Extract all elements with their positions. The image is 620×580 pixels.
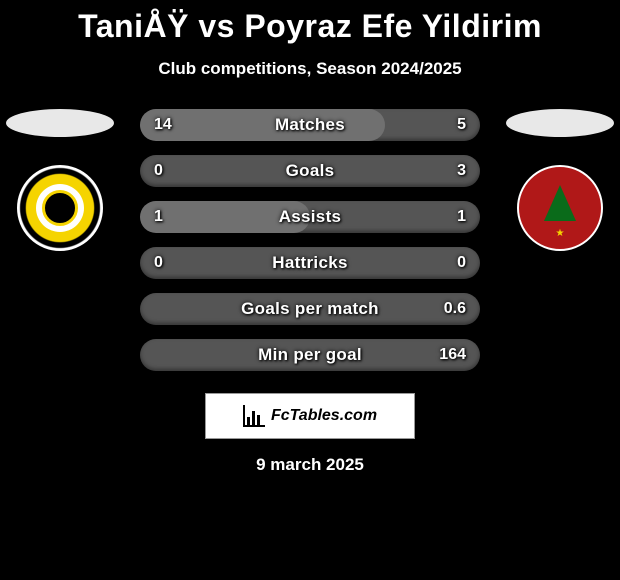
stat-row: Min per goal164 xyxy=(140,339,480,371)
stat-label: Hattricks xyxy=(140,247,480,279)
stat-label: Goals per match xyxy=(140,293,480,325)
stat-row: Goals per match0.6 xyxy=(140,293,480,325)
player-right-column xyxy=(500,109,620,251)
stat-row: 0Goals3 xyxy=(140,155,480,187)
stats-list: 14Matches50Goals31Assists10Hattricks0Goa… xyxy=(140,109,480,371)
club-badge-right-text xyxy=(519,167,601,249)
stat-label: Min per goal xyxy=(140,339,480,371)
footer-date: 9 march 2025 xyxy=(0,455,620,475)
stat-value-right: 3 xyxy=(457,155,466,187)
club-badge-right xyxy=(517,165,603,251)
stat-label: Goals xyxy=(140,155,480,187)
fctables-logo-icon xyxy=(243,405,265,427)
comparison-content: 14Matches50Goals31Assists10Hattricks0Goa… xyxy=(0,109,620,371)
page-subtitle: Club competitions, Season 2024/2025 xyxy=(0,59,620,79)
stat-row: 0Hattricks0 xyxy=(140,247,480,279)
stat-label: Assists xyxy=(140,201,480,233)
stat-label: Matches xyxy=(140,109,480,141)
stat-value-right: 0 xyxy=(457,247,466,279)
player-left-column xyxy=(0,109,120,251)
footer-brand-text: FcTables.com xyxy=(271,407,377,425)
stat-value-right: 164 xyxy=(439,339,466,371)
stat-value-right: 0.6 xyxy=(444,293,466,325)
player-right-silhouette xyxy=(506,109,614,137)
stat-row: 14Matches5 xyxy=(140,109,480,141)
club-badge-left xyxy=(17,165,103,251)
page-title: TaniÅŸ vs Poyraz Efe Yildirim xyxy=(0,0,620,45)
player-left-silhouette xyxy=(6,109,114,137)
stat-row: 1Assists1 xyxy=(140,201,480,233)
stat-value-right: 1 xyxy=(457,201,466,233)
footer-brand-badge: FcTables.com xyxy=(205,393,415,439)
stat-value-right: 5 xyxy=(457,109,466,141)
